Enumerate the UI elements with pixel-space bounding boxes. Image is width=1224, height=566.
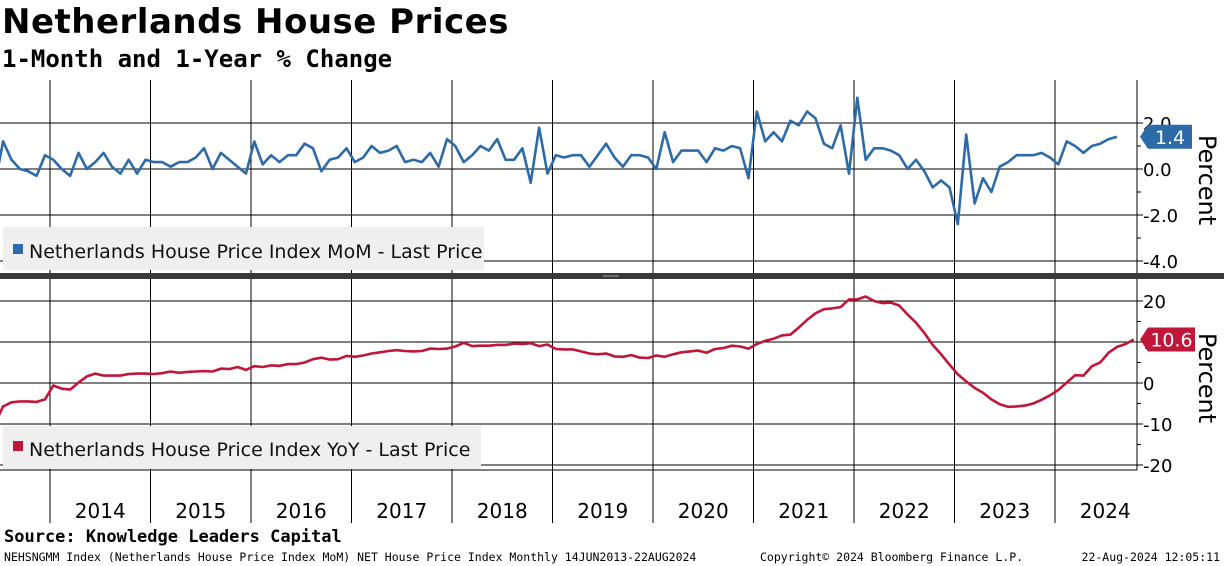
legend-mom-background (3, 227, 484, 270)
yoy-last-value-label: 10.6 (1150, 330, 1192, 352)
x-tick-label: 2023 (979, 499, 1030, 523)
axis-layer: 2.00.0-2.0-4.01.420100-10-2010.620142015… (0, 80, 1195, 523)
x-tick-label: 2022 (879, 499, 930, 523)
legend-yoy: Netherlands House Price Index YoY - Last… (3, 426, 481, 469)
y-tick-label: -2.0 (1143, 206, 1178, 227)
x-tick-label: 2019 (577, 499, 628, 523)
mom-series-line (0, 96, 1118, 226)
y-tick-label: -20 (1143, 456, 1172, 477)
x-tick-label: 2024 (1080, 499, 1131, 523)
series-layer (0, 96, 1135, 416)
legend-mom: Netherlands House Price Index MoM - Last… (3, 227, 484, 270)
legend-yoy-label: Netherlands House Price Index YoY - Last… (29, 439, 470, 461)
y-tick-label: -10 (1143, 415, 1172, 436)
legend-yoy-swatch (13, 441, 23, 451)
legend-mom-label: Netherlands House Price Index MoM - Last… (29, 241, 483, 263)
mom-last-value-label: 1.4 (1155, 127, 1185, 149)
y-tick-label: -4.0 (1143, 252, 1178, 273)
x-tick-label: 2016 (276, 499, 327, 523)
yoy-last-value-tag (1140, 327, 1195, 352)
x-tick-label: 2018 (477, 499, 528, 523)
footer-copyright: Copyright© 2024 Bloomberg Finance L.P. (760, 550, 1024, 564)
y-tick-label: 0.0 (1143, 160, 1172, 181)
x-tick-label: 2021 (778, 499, 829, 523)
footer-index-info: NEHSNGMM Index (Netherlands House Price … (4, 550, 697, 564)
x-tick-label: 2014 (75, 499, 126, 523)
chart-subtitle: 1-Month and 1-Year % Change (2, 45, 393, 73)
footer-timestamp: 22-Aug-2024 12:05:11 (1081, 550, 1220, 564)
legend-yoy-background (3, 426, 481, 469)
x-tick-label: 2017 (376, 499, 427, 523)
source-note: Source: Knowledge Leaders Capital (4, 527, 342, 547)
legend-mom-swatch (13, 244, 23, 254)
y-tick-label: 20 (1143, 292, 1166, 313)
yoy-series-line (0, 295, 1135, 416)
mom-last-value-tag (1140, 124, 1192, 149)
x-tick-label: 2020 (678, 499, 729, 523)
y-axis-title-mom: Percent (1193, 135, 1221, 225)
y-tick-label: 0 (1143, 374, 1154, 395)
chart-title: Netherlands House Prices (2, 2, 509, 42)
y-axis-title-yoy: Percent (1193, 333, 1221, 423)
x-tick-label: 2015 (175, 499, 226, 523)
